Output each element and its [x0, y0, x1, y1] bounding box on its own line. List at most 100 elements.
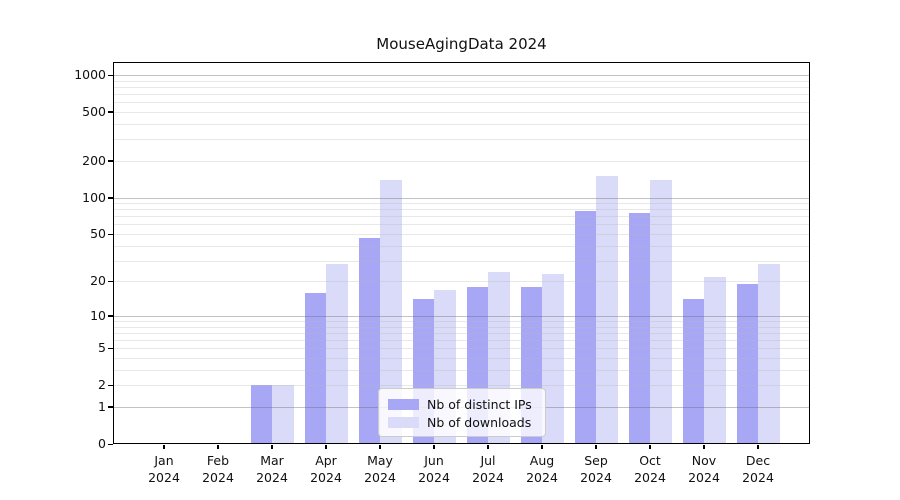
y-tick-label: 10 [90, 307, 106, 323]
gridline-minor [113, 332, 810, 334]
y-tick-mark [108, 315, 113, 317]
x-tick-year: 2024 [418, 470, 450, 485]
y-tick-mark [108, 280, 113, 283]
gridline-minor [113, 216, 810, 218]
bar-dec-ips [736, 283, 758, 444]
y-tick-label: 5 [98, 340, 106, 356]
legend-row-distinct-ips: Nb of distinct IPs [388, 395, 536, 413]
x-tick-year: 2024 [148, 470, 180, 485]
x-tick-mark [649, 445, 651, 449]
gridline-minor [113, 326, 810, 328]
x-tick-mark [379, 445, 381, 449]
x-tick-year: 2024 [742, 470, 774, 485]
gridline-minor [113, 234, 810, 235]
x-tick-year: 2024 [688, 470, 720, 485]
y-tick-label: 0 [98, 436, 106, 451]
legend: Nb of distinct IPs Nb of downloads [378, 388, 546, 437]
gridline-major [113, 315, 810, 318]
x-tick-label: May 2024 [348, 452, 412, 486]
legend-swatch-downloads [388, 416, 419, 428]
legend-label-distinct-ips: Nb of distinct IPs [427, 396, 532, 412]
x-tick-label: Oct 2024 [618, 452, 682, 486]
x-tick-mark [325, 445, 327, 449]
x-tick-mark [595, 445, 597, 449]
bar-may-ips [358, 238, 380, 444]
x-tick-mark [703, 445, 705, 449]
y-tick-mark [108, 384, 113, 387]
x-tick-mark [271, 445, 273, 449]
y-tick-label: 100 [82, 189, 106, 205]
x-tick-label: Feb 2024 [186, 452, 250, 486]
x-tick-label: Aug 2024 [510, 452, 574, 486]
y-tick-label: 50 [90, 226, 106, 241]
bar-apr-ips [304, 292, 326, 444]
y-tick-label: 1 [98, 398, 106, 414]
gridline-minor [113, 281, 810, 283]
gridline-minor [113, 224, 810, 226]
y-tick-mark [108, 74, 113, 76]
gridline-minor [113, 358, 810, 360]
x-tick-label: Sep 2024 [564, 452, 628, 486]
legend-label-downloads: Nb of downloads [427, 414, 532, 430]
x-tick-year: 2024 [202, 470, 234, 485]
y-tick-mark [108, 111, 113, 113]
bar-mar-downloads [272, 385, 294, 444]
gridline-minor [113, 139, 810, 141]
gridline-minor [113, 340, 810, 342]
x-tick-label: Jan 2024 [132, 452, 196, 486]
gridline-minor [113, 209, 810, 211]
x-tick-year: 2024 [256, 470, 288, 485]
bar-may-downloads [380, 179, 402, 444]
x-tick-label: Dec 2024 [726, 452, 790, 486]
gridline-minor [113, 321, 810, 323]
bar-apr-downloads [326, 264, 348, 444]
x-tick-mark [217, 445, 219, 449]
gridline-major [113, 75, 810, 77]
gridline-minor [113, 203, 810, 205]
y-tick-mark [108, 406, 113, 408]
y-tick-mark [108, 233, 113, 235]
y-tick-mark [108, 443, 113, 445]
x-tick-label: Nov 2024 [672, 452, 736, 486]
gridline-minor [113, 160, 810, 162]
gridline-minor [113, 348, 810, 350]
gridline-minor [113, 123, 810, 125]
x-tick-year: 2024 [526, 470, 558, 485]
gridline-minor [113, 385, 810, 387]
legend-swatch-distinct-ips [388, 398, 419, 410]
bar-sep-ips [574, 211, 596, 444]
x-tick-mark [487, 445, 489, 449]
bar-dec-downloads [758, 264, 780, 444]
bar-oct-downloads [650, 179, 672, 444]
bar-nov-ips [682, 299, 704, 444]
bar-mar-ips [250, 385, 272, 444]
gridline-minor [113, 260, 810, 262]
x-tick-year: 2024 [634, 470, 666, 485]
y-tick-mark [108, 160, 113, 162]
x-tick-year: 2024 [364, 470, 396, 485]
y-tick-mark [108, 197, 113, 199]
chart-title: MouseAgingData 2024 [376, 35, 547, 53]
gridline-major [113, 197, 810, 199]
gridline-minor [113, 369, 810, 371]
bar-oct-ips [628, 212, 650, 444]
x-tick-mark [163, 445, 165, 449]
plot-area [113, 62, 810, 444]
y-tick-mark [108, 347, 113, 350]
x-tick-mark [541, 445, 543, 449]
gridline-minor [113, 80, 810, 82]
y-tick-label: 200 [82, 152, 106, 168]
y-tick-label: 500 [82, 103, 106, 119]
x-tick-label: Apr 2024 [294, 452, 358, 486]
y-tick-label: 2 [98, 377, 106, 393]
legend-row-downloads: Nb of downloads [388, 413, 536, 431]
bar-nov-downloads [704, 276, 726, 444]
gridline-minor [113, 245, 810, 247]
y-tick-label: 1000 [74, 67, 106, 82]
gridline-minor [113, 102, 810, 104]
bar-aug-downloads [542, 274, 564, 444]
x-tick-label: Jul 2024 [456, 452, 520, 486]
y-tick-label: 20 [90, 273, 106, 289]
x-tick-label: Jun 2024 [402, 452, 466, 486]
